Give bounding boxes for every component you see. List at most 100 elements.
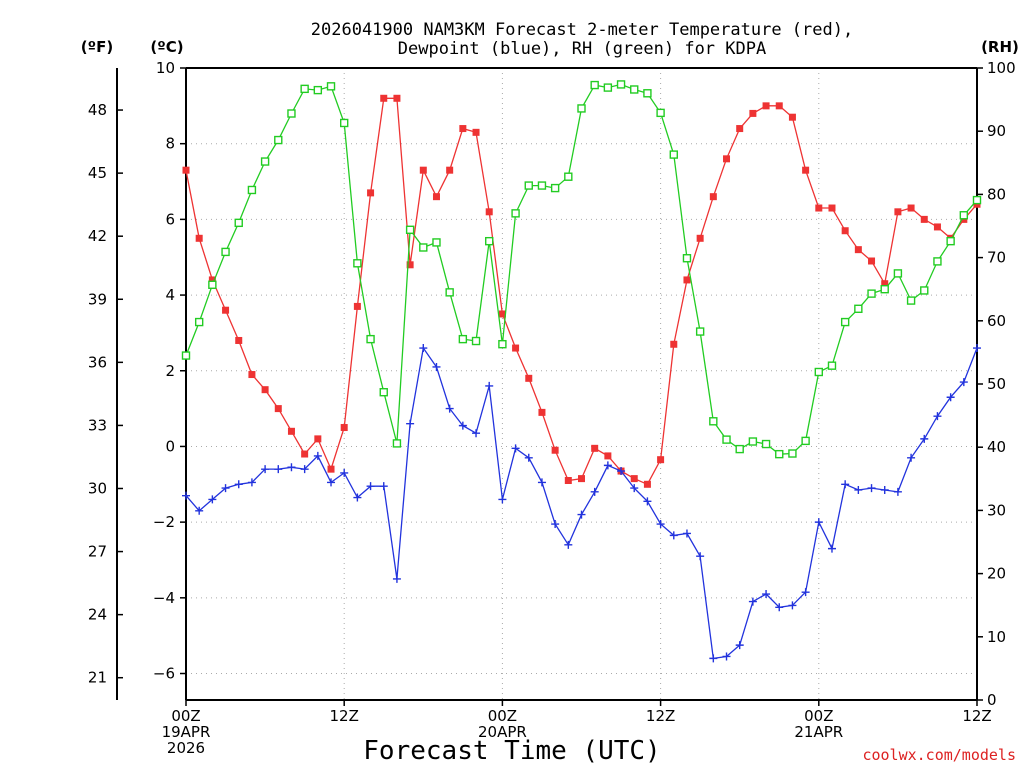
data-point [287,427,295,435]
data-point [419,344,428,353]
data-point [762,102,770,110]
rh-tick-label: 30 [987,501,1006,519]
data-point [406,419,415,428]
fahrenheit-tick-label: 33 [88,416,107,434]
rh-tick-label: 0 [987,691,997,709]
data-point [854,485,863,494]
data-point [827,361,837,370]
data-point [933,257,942,266]
data-point [234,218,243,228]
celsius-tick-label: 6 [165,210,175,228]
data-point [525,374,533,382]
fahrenheit-tick-label: 39 [88,290,107,308]
data-point [840,317,850,327]
data-point [657,456,665,464]
data-point [367,189,375,197]
data-point [761,439,771,449]
data-point [300,84,309,94]
axis-ticks: 1086420−2−4−6484542393633302724211009080… [88,59,1016,757]
data-point [814,367,823,377]
celsius-tick-label: −4 [153,589,175,607]
data-point [353,302,361,310]
rh-tick-label: 40 [987,438,1006,456]
data-point [735,641,744,650]
data-point [775,603,784,612]
data-point [762,590,771,599]
rh-tick-label: 90 [987,122,1006,140]
data-point [221,247,230,257]
data-point [616,80,626,89]
fahrenheit-tick-label: 36 [88,353,107,371]
data-point [471,336,481,346]
data-point [590,487,599,496]
data-point [854,304,863,313]
data-point [511,209,520,218]
data-point [880,485,889,494]
data-point [617,467,626,476]
fahrenheit-tick-label: 21 [88,669,107,687]
data-point [867,484,876,493]
data-point [287,109,296,118]
rh-tick-label: 20 [987,565,1006,583]
data-point [683,276,691,284]
x-tick-label: 12Z [646,707,675,725]
data-point [550,183,560,193]
data-point [419,166,427,174]
data-point [260,157,270,166]
data-point [564,477,572,485]
data-point [419,243,428,252]
data-point [274,465,283,474]
data-point [788,449,797,458]
fahrenheit-tick-label: 48 [88,101,107,119]
data-point [551,446,559,454]
celsius-tick-label: −6 [153,665,175,683]
data-point [353,259,362,268]
data-point [327,478,336,487]
data-point [379,482,388,491]
data-point [432,193,440,201]
data-point [313,451,322,460]
data-point [485,381,494,390]
data-point [459,125,467,133]
data-point [709,193,717,201]
data-point [682,529,691,538]
data-point [551,520,560,529]
rh-tick-label: 100 [987,59,1016,77]
celsius-tick-label: 10 [156,59,175,77]
data-point [380,94,388,102]
data-point [182,166,190,174]
data-point [300,465,309,474]
data-point [194,317,204,327]
series-2-meter-temperature [182,94,981,488]
x-tick-label: 00Z [804,707,833,725]
data-point [274,135,283,145]
data-point [208,495,217,504]
data-point [578,475,585,483]
data-point [261,386,269,394]
x-tick-label: 19APR [162,723,211,741]
grid-lines [186,67,977,700]
data-point [933,412,942,421]
data-point [340,424,348,432]
data-point [577,510,586,519]
data-point [907,453,916,462]
data-point [788,113,796,121]
data-point [815,204,823,212]
axes [116,67,978,701]
data-point [537,181,547,190]
data-point [749,109,757,117]
data-point [247,185,257,195]
data-point [670,340,678,348]
data-point [854,246,862,254]
rh-tick-label: 50 [987,375,1006,393]
data-point [208,280,217,289]
data-point [893,487,902,496]
data-point [643,497,652,506]
data-point [736,125,744,133]
data-point [274,405,282,413]
data-point [907,204,915,212]
data-point [379,388,388,397]
fahrenheit-tick-label: 24 [88,606,107,624]
x-tick-label: 21APR [794,723,843,741]
series-rh [181,80,982,459]
